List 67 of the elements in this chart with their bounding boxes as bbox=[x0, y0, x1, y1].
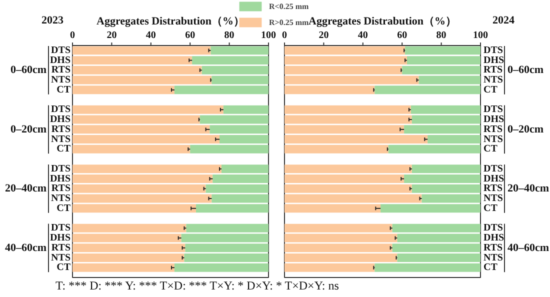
y-tick-label: NTS bbox=[51, 134, 71, 145]
y-tick-label: DHS bbox=[50, 232, 71, 244]
y-tick-label: RTS bbox=[51, 124, 71, 135]
y-tick-label: CT bbox=[484, 262, 498, 274]
text: 0–20cm bbox=[10, 123, 46, 136]
x-axis-title: Aggregates Distrabution（%） bbox=[308, 16, 456, 28]
y-tick-label: DHS bbox=[484, 173, 504, 184]
legend-label: R>0.25 mm bbox=[269, 18, 309, 26]
y-tick-label: NTS bbox=[51, 74, 71, 86]
y-tick-label: CT bbox=[56, 262, 71, 274]
y-tick-label: CT bbox=[56, 84, 71, 96]
y-tick-label: RTS bbox=[51, 64, 71, 76]
x-axis-title: Aggregates Distrabution（%） bbox=[96, 16, 244, 28]
x-tick-label: 0 bbox=[70, 30, 75, 41]
y-tick-label: NTS bbox=[484, 134, 504, 145]
x-tick-label: 40 bbox=[146, 30, 156, 41]
x-tick-label: 60 bbox=[185, 30, 196, 41]
y-tick-label: RTS bbox=[484, 242, 504, 254]
y-tick-label: DHS bbox=[484, 232, 504, 244]
y-tick-label: RTS bbox=[484, 183, 504, 194]
y-tick-label: DTS bbox=[484, 104, 504, 116]
x-tick-label: 0 bbox=[282, 30, 287, 41]
y-tick-label: DTS bbox=[484, 222, 504, 234]
text: 20–40cm bbox=[508, 182, 550, 195]
y-tick-label: NTS bbox=[484, 193, 504, 204]
y-tick-label: CT bbox=[484, 84, 498, 96]
y-tick-label: DTS bbox=[51, 222, 71, 234]
y-tick-label: DHS bbox=[50, 173, 71, 184]
x-tick-label: 100 bbox=[261, 30, 276, 41]
y-tick-label: RTS bbox=[51, 183, 71, 194]
y-tick-label: NTS bbox=[484, 74, 504, 86]
y-tick-label: DTS bbox=[51, 104, 71, 116]
x-tick-label: 40 bbox=[358, 30, 368, 41]
y-tick-label: RTS bbox=[484, 124, 504, 135]
text: 2024 bbox=[492, 14, 515, 26]
y-tick-label: DTS bbox=[484, 44, 504, 56]
x-tick-label: 80 bbox=[436, 30, 446, 41]
y-tick-label: NTS bbox=[51, 252, 71, 264]
text: 20–40cm bbox=[4, 182, 46, 195]
x-tick-label: 80 bbox=[224, 30, 234, 41]
text: 0–60cm bbox=[10, 64, 46, 76]
y-tick-label: NTS bbox=[51, 193, 71, 204]
y-tick-label: CT bbox=[56, 144, 71, 155]
y-tick-label: CT bbox=[484, 202, 498, 214]
y-tick-label: CT bbox=[56, 202, 71, 214]
y-tick-label: DHS bbox=[484, 54, 504, 66]
x-tick-label: 100 bbox=[473, 30, 488, 41]
x-tick-label: 20 bbox=[318, 30, 329, 41]
text: T: *** D: *** Y: *** T×D: *** T×Y: * D×Y: * T×D×Y: ns bbox=[56, 278, 340, 292]
text: 40–60cm bbox=[4, 242, 46, 254]
legend-label: R<0.25 mm bbox=[269, 0, 309, 12]
y-tick-label: NTS bbox=[484, 252, 504, 264]
text: 0–20cm bbox=[508, 123, 544, 136]
y-tick-label: RTS bbox=[51, 242, 71, 254]
y-tick-label: DHS bbox=[50, 114, 71, 126]
y-tick-label: DHS bbox=[50, 54, 71, 66]
text: 40–60cm bbox=[508, 242, 550, 254]
chart-title: 2023 bbox=[42, 14, 64, 26]
y-tick-label: DTS bbox=[51, 44, 71, 56]
y-tick-label: DTS bbox=[51, 163, 71, 174]
x-tick-label: 20 bbox=[106, 30, 117, 41]
x-tick-label: 60 bbox=[397, 30, 408, 41]
y-tick-label: RTS bbox=[484, 64, 504, 76]
y-tick-label: DHS bbox=[484, 114, 504, 126]
text: 0–60cm bbox=[508, 64, 544, 76]
y-tick-label: CT bbox=[484, 144, 498, 155]
y-tick-label: DTS bbox=[484, 163, 504, 174]
